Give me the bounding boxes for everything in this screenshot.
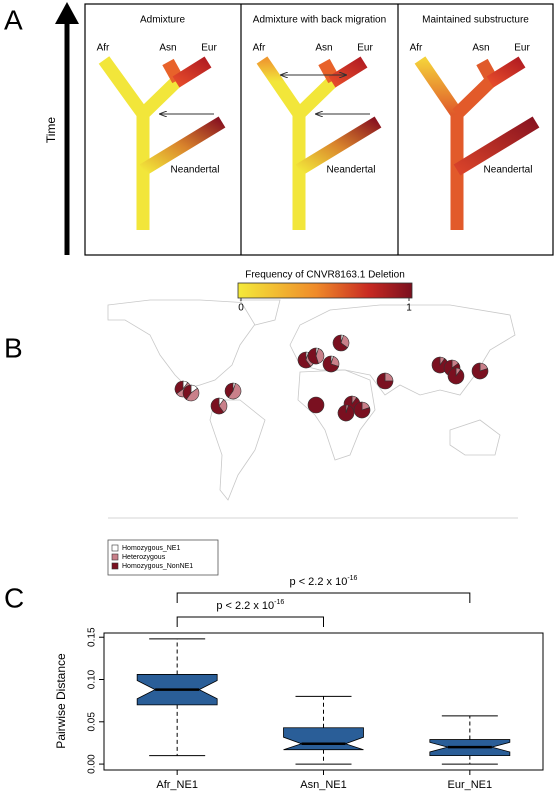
branch-label: Afr [253,43,266,54]
panel-label: C [4,582,24,613]
scenario-title: Maintained substructure [422,15,529,26]
branch-label: Asn [472,43,489,54]
y-tick-label: 0.15 [87,627,98,647]
significance-text: p < 2.2 x 10 [290,576,348,588]
branch-label: Afr [97,43,110,54]
pie-slice [322,355,339,373]
world-map [107,299,518,519]
significance-label: p < 2.2 x 10-16 [290,575,358,588]
time-label: Time [44,117,58,144]
scenario-title: Admixture [140,15,185,26]
legend-swatch [111,544,119,552]
panel-label: B [4,332,23,363]
branch-label: Neandertal [484,165,533,176]
legend-label: Homozygous_NE1 [122,545,180,552]
pie-slice [353,401,371,419]
pie-slice [185,387,200,402]
pie-slice [307,396,325,414]
significance-text: p < 2.2 x 10 [216,600,274,612]
pie-slice [307,347,319,365]
time-arrowhead [55,2,79,24]
pie-slice [174,380,184,395]
significance-exponent: -16 [347,575,357,582]
y-tick-label: 0.10 [87,669,98,689]
pie-slice [315,348,325,364]
pie-slice [224,382,234,398]
branch-label: Afr [410,43,423,54]
significance-label: p < 2.2 x 10-16 [216,599,284,612]
y-axis-label: Pairwise Distance [54,653,68,749]
x-tick-label: Eur_NE1 [448,779,493,791]
colorbar-tick-label: 0 [238,303,244,314]
panel-label: A [4,4,23,35]
tree [256,56,382,230]
significance-bracket [176,592,471,603]
y-tick-label: 0.05 [87,712,98,732]
legend-label: Homozygous_NonNE1 [122,563,193,570]
pie-slice [337,404,355,422]
pie-slice [297,351,312,369]
legend-swatch [111,553,119,561]
pie-slice [447,367,465,385]
box [283,727,364,751]
branch-label: Asn [159,43,176,54]
colorbar [237,282,413,299]
scenario-title: Admixture with back migration [253,15,386,26]
significance-exponent: -16 [274,599,284,606]
branch-label: Neandertal [171,165,220,176]
legend-box [107,539,219,576]
x-tick-label: Asn_NE1 [300,779,346,791]
legend-label: Heterozygous [122,554,166,561]
branch-label: Eur [514,43,530,54]
y-tick-label: 0.00 [87,754,98,774]
legend-swatch [111,562,119,570]
significance-bracket [176,616,324,627]
branch-label: Neandertal [327,165,376,176]
colorbar-tick-label: 1 [406,303,412,314]
pie-slice [210,397,225,415]
branch-label: Eur [201,43,217,54]
colorbar-title: Frequency of CNVR8163.1 Deletion [245,270,405,281]
pie-slice [471,362,489,380]
pie-slice [376,372,394,390]
branch-label: Eur [357,43,373,54]
tree [414,56,540,230]
branch-label: Asn [315,43,332,54]
x-tick-label: Afr_NE1 [156,779,198,791]
panel-frame [84,3,554,256]
tree [98,56,226,230]
pie-slice [227,383,242,400]
pie-slice [182,384,192,400]
pie-slice [332,334,348,352]
